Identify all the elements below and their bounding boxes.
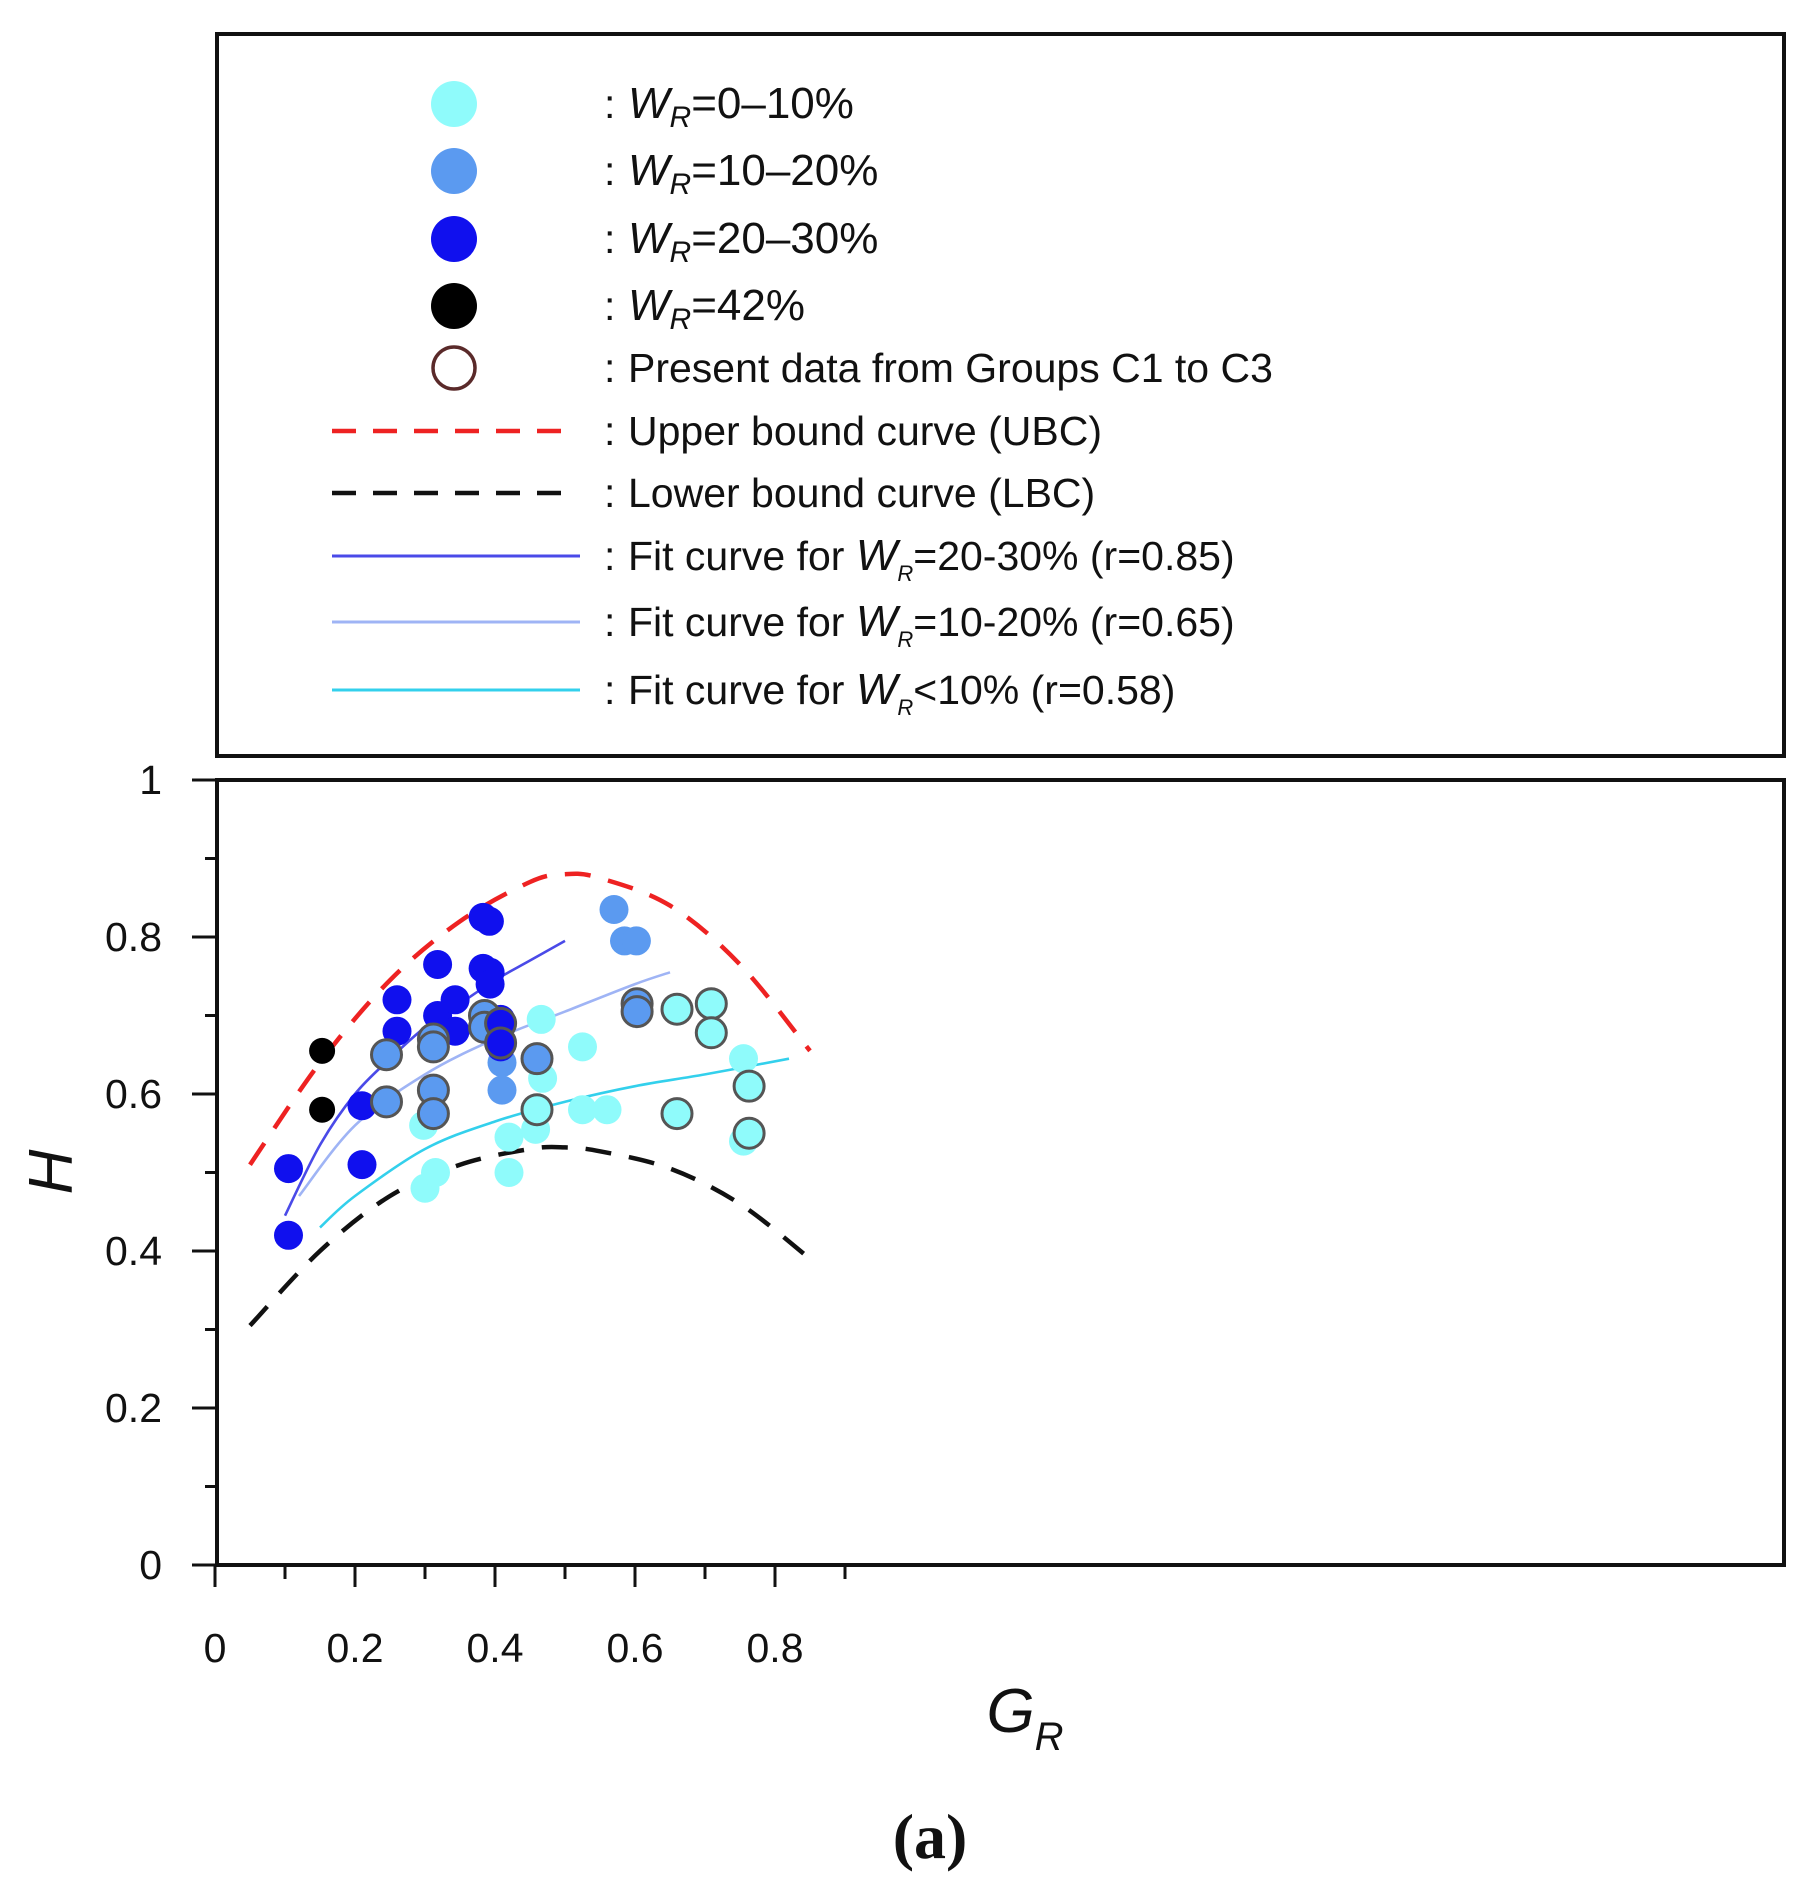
present-data-point	[694, 987, 728, 1021]
y-tick-label: 0.4	[105, 1228, 162, 1274]
data-point-wr-20-30	[347, 1150, 377, 1180]
legend-item: : Fit curve for WR=20-30% (r=0.85)	[332, 531, 1235, 586]
y-tick-label: 0.6	[105, 1071, 162, 1117]
ubc-curve	[248, 871, 812, 1166]
tick-labels: 0 0.2 0.4 0.6 0.8 1 0 0.2 0.4 0.6 0.8	[105, 757, 804, 1671]
data-point-wr-10-20	[599, 895, 629, 925]
legend-marker-open	[431, 345, 477, 391]
present-data-point	[416, 1030, 450, 1064]
present-data-point	[660, 1097, 694, 1131]
data-point-wr-0-10	[494, 1122, 524, 1152]
legend-label: Upper bound curve (UBC)	[628, 408, 1102, 454]
data-point-wr-20-30	[382, 985, 412, 1015]
legend-item: : Lower bound curve (LBC)	[332, 470, 1095, 516]
axis-ticks	[192, 778, 847, 1587]
legend-item: : WR=0–10%	[431, 79, 854, 134]
present-data-point	[732, 1069, 766, 1103]
legend-colon: :	[604, 81, 615, 127]
legend-item: : Fit curve for WR=10-20% (r=0.65)	[332, 597, 1235, 652]
legend-label: Fit curve for WR=10-20% (r=0.65)	[628, 597, 1235, 652]
data-point-wr-0-10	[568, 1095, 597, 1125]
present-data-point	[520, 1042, 554, 1076]
data-point-wr-20-30	[347, 1091, 377, 1121]
x-axis-label-subscript: R	[1035, 1715, 1064, 1759]
legend-item: : WR=42%	[431, 281, 805, 336]
present-data-point	[660, 992, 694, 1026]
legend-colon: :	[604, 667, 615, 713]
legend-label: Lower bound curve (LBC)	[628, 470, 1095, 516]
data-point-wr-20-30	[475, 969, 505, 999]
legend-colon: :	[604, 216, 615, 262]
y-tick-label: 1	[139, 757, 162, 803]
x-axis-label-main: G	[986, 1677, 1034, 1746]
present-data-point	[732, 1116, 766, 1150]
data-point-wr-20-30	[423, 949, 453, 979]
data-point-wr-0-10	[729, 1044, 758, 1074]
legend-label: WR=20–30%	[628, 214, 878, 269]
legend-box	[215, 32, 1786, 758]
legend-marker	[431, 283, 477, 329]
legend-label: Present data from Groups C1 to C3	[628, 345, 1273, 391]
legend-colon: :	[604, 408, 615, 454]
legend-colon: :	[604, 283, 615, 329]
legend-marker	[431, 148, 477, 194]
present-data-point	[370, 1038, 403, 1072]
legend-item: : WR=20–30%	[431, 214, 878, 269]
x-tick-label: 0.4	[467, 1625, 524, 1671]
data-point-wr-20-30	[274, 1220, 303, 1250]
legend-item: : Fit curve for WR<10% (r=0.58)	[332, 665, 1175, 720]
data-point-wr-20-30	[474, 906, 504, 936]
legend-colon: :	[604, 345, 615, 391]
data-point-wr-10-20	[621, 926, 651, 956]
present-data-point	[520, 1093, 554, 1127]
legend-colon: :	[604, 599, 615, 645]
data-point-wr-0-10	[526, 1004, 556, 1034]
legend-item: : Present data from Groups C1 to C3	[431, 345, 1273, 391]
present-data-point	[416, 1097, 450, 1131]
x-tick-label: 0	[204, 1625, 227, 1671]
x-axis-label: GR	[986, 1677, 1063, 1759]
data-point-wr-20-30	[274, 1154, 303, 1184]
data-point-wr-10-20	[487, 1075, 517, 1105]
x-tick-label: 0.6	[607, 1625, 664, 1671]
panel-label: (a)	[893, 1801, 968, 1872]
legend-label: WR=0–10%	[628, 79, 854, 134]
data-point-wr-0-10	[568, 1032, 597, 1062]
x-tick-label: 0.8	[747, 1625, 804, 1671]
present-data-point	[694, 1016, 728, 1050]
x-tick-label: 0.2	[327, 1625, 384, 1671]
data-point-wr-0-10	[421, 1158, 450, 1187]
y-tick-label: 0.2	[105, 1385, 162, 1431]
legend-item: : WR=10–20%	[431, 146, 878, 201]
y-tick-label: 0.8	[105, 914, 162, 960]
legend: : WR=0–10%: WR=10–20%: WR=20–30%: WR=42%: Pre…	[332, 79, 1273, 720]
legend-label: Fit curve for WR<10% (r=0.58)	[628, 665, 1175, 720]
data-point-wr-42	[309, 1037, 336, 1064]
legend-marker	[431, 81, 477, 127]
legend-colon: :	[604, 470, 615, 516]
legend-label: Fit curve for WR=20-30% (r=0.85)	[628, 531, 1235, 586]
lbc-curve	[248, 1144, 812, 1328]
present-data-point	[620, 995, 654, 1029]
y-tick-label: 0	[139, 1542, 162, 1588]
points	[274, 895, 766, 1250]
data-point-wr-0-10	[494, 1158, 524, 1187]
data-point-wr-42	[309, 1096, 336, 1123]
legend-colon: :	[604, 148, 615, 194]
y-axis-label: H	[17, 1149, 86, 1194]
data-point-wr-20-30	[440, 985, 470, 1015]
legend-label: WR=42%	[628, 281, 805, 336]
legend-marker	[431, 216, 477, 262]
legend-label: WR=10–20%	[628, 146, 878, 201]
present-data-point	[370, 1085, 403, 1119]
data-point-wr-20-30	[382, 1016, 412, 1046]
data-point-wr-0-10	[592, 1095, 622, 1125]
legend-item: : Upper bound curve (UBC)	[332, 408, 1102, 454]
legend-colon: :	[604, 533, 615, 579]
present-data-point	[484, 1026, 518, 1060]
